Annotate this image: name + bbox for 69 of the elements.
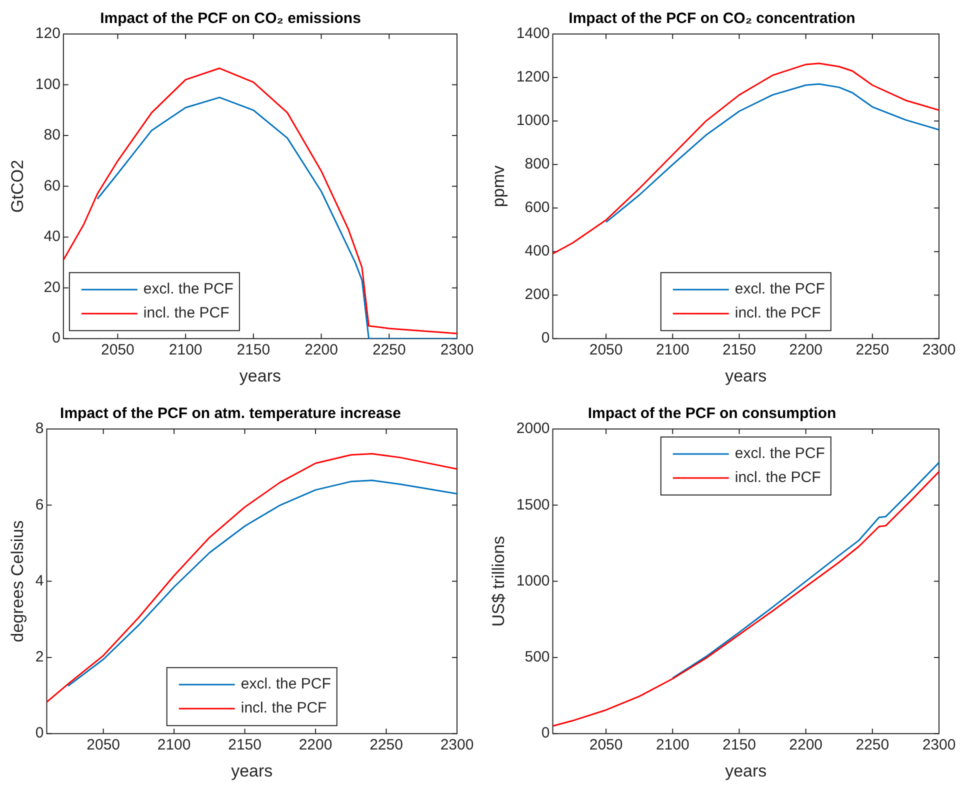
x-tick-label: 2100: [656, 342, 690, 359]
legend-label: incl. the PCF: [143, 304, 230, 322]
y-tick-label: 2000: [516, 420, 550, 438]
y-tick-label: 1400: [516, 25, 550, 42]
legend-label: incl. the PCF: [734, 304, 821, 322]
y-tick-label: 20: [44, 278, 60, 296]
x-tick-label: 2150: [722, 736, 756, 754]
x-tick-label: 2250: [370, 736, 403, 754]
y-tick-label: 6: [35, 496, 44, 514]
x-tick-label: 2100: [168, 342, 202, 359]
x-tick-label: 2300: [440, 736, 474, 754]
legend-label: excl. the PCF: [734, 280, 825, 298]
y-axis-title: GtCO2: [8, 160, 27, 213]
x-axis-title: years: [725, 761, 767, 780]
y-tick-label: 0: [541, 724, 550, 742]
x-tick-label: 2150: [236, 342, 270, 359]
legend-label: excl. the PCF: [143, 280, 234, 298]
y-tick-label: 120: [35, 25, 60, 42]
y-tick-label: 1000: [516, 112, 550, 130]
y-axis-title: degrees Celsius: [8, 520, 27, 642]
x-tick-label: 2150: [722, 342, 756, 359]
y-tick-label: 0: [35, 724, 44, 742]
y-tick-label: 1000: [516, 572, 550, 590]
x-tick-label: 2050: [101, 342, 134, 359]
x-tick-label: 2100: [157, 736, 191, 754]
x-axis-title: years: [231, 761, 273, 780]
x-axis-title: years: [725, 366, 767, 386]
y-tick-label: 2: [35, 648, 44, 666]
chart-title: Impact of the PCF on CO₂ concentration: [568, 10, 856, 28]
x-tick-label: 2200: [789, 342, 823, 359]
legend-label: excl. the PCF: [240, 676, 331, 693]
y-tick-label: 500: [524, 648, 550, 666]
x-tick-label: 2150: [228, 736, 262, 754]
y-tick-label: 400: [524, 242, 550, 260]
y-tick-label: 8: [35, 420, 44, 438]
chart-title: Impact of the PCF on consumption: [588, 405, 836, 422]
chart-title: Impact of the PCF on CO₂ emissions: [100, 10, 361, 28]
y-tick-label: 4: [35, 572, 44, 590]
x-tick-label: 2200: [304, 342, 338, 359]
x-tick-label: 2250: [856, 736, 890, 754]
x-tick-label: 2050: [86, 736, 120, 754]
y-tick-label: 60: [44, 177, 60, 194]
x-tick-label: 2050: [589, 736, 623, 754]
y-tick-label: 0: [52, 330, 60, 347]
y-tick-label: 0: [541, 330, 550, 347]
y-tick-label: 1500: [516, 496, 550, 514]
x-axis-title: years: [239, 366, 282, 386]
x-tick-label: 2200: [789, 736, 823, 754]
x-tick-label: 2250: [856, 342, 890, 359]
legend-label: incl. the PCF: [734, 469, 821, 486]
y-tick-label: 600: [524, 199, 550, 216]
x-tick-label: 2100: [656, 736, 690, 754]
y-tick-label: 80: [44, 126, 60, 144]
y-tick-label: 100: [35, 76, 60, 93]
x-tick-label: 2200: [298, 736, 332, 754]
x-tick-label: 2300: [922, 736, 956, 754]
chart-title: Impact of the PCF on atm. temperature increase: [60, 405, 401, 422]
y-axis-title: US$ trillions: [488, 536, 508, 627]
y-tick-label: 40: [44, 228, 60, 246]
x-tick-label: 2050: [589, 342, 623, 359]
y-tick-label: 1200: [516, 68, 550, 86]
x-tick-label: 2300: [440, 342, 474, 359]
x-tick-label: 2300: [922, 342, 956, 359]
x-tick-label: 2250: [372, 342, 406, 359]
y-tick-label: 200: [524, 286, 550, 304]
legend-label: incl. the PCF: [240, 700, 327, 717]
y-axis-title: ppmv: [488, 165, 508, 208]
legend-label: excl. the PCF: [734, 445, 825, 462]
y-tick-label: 800: [524, 156, 550, 173]
